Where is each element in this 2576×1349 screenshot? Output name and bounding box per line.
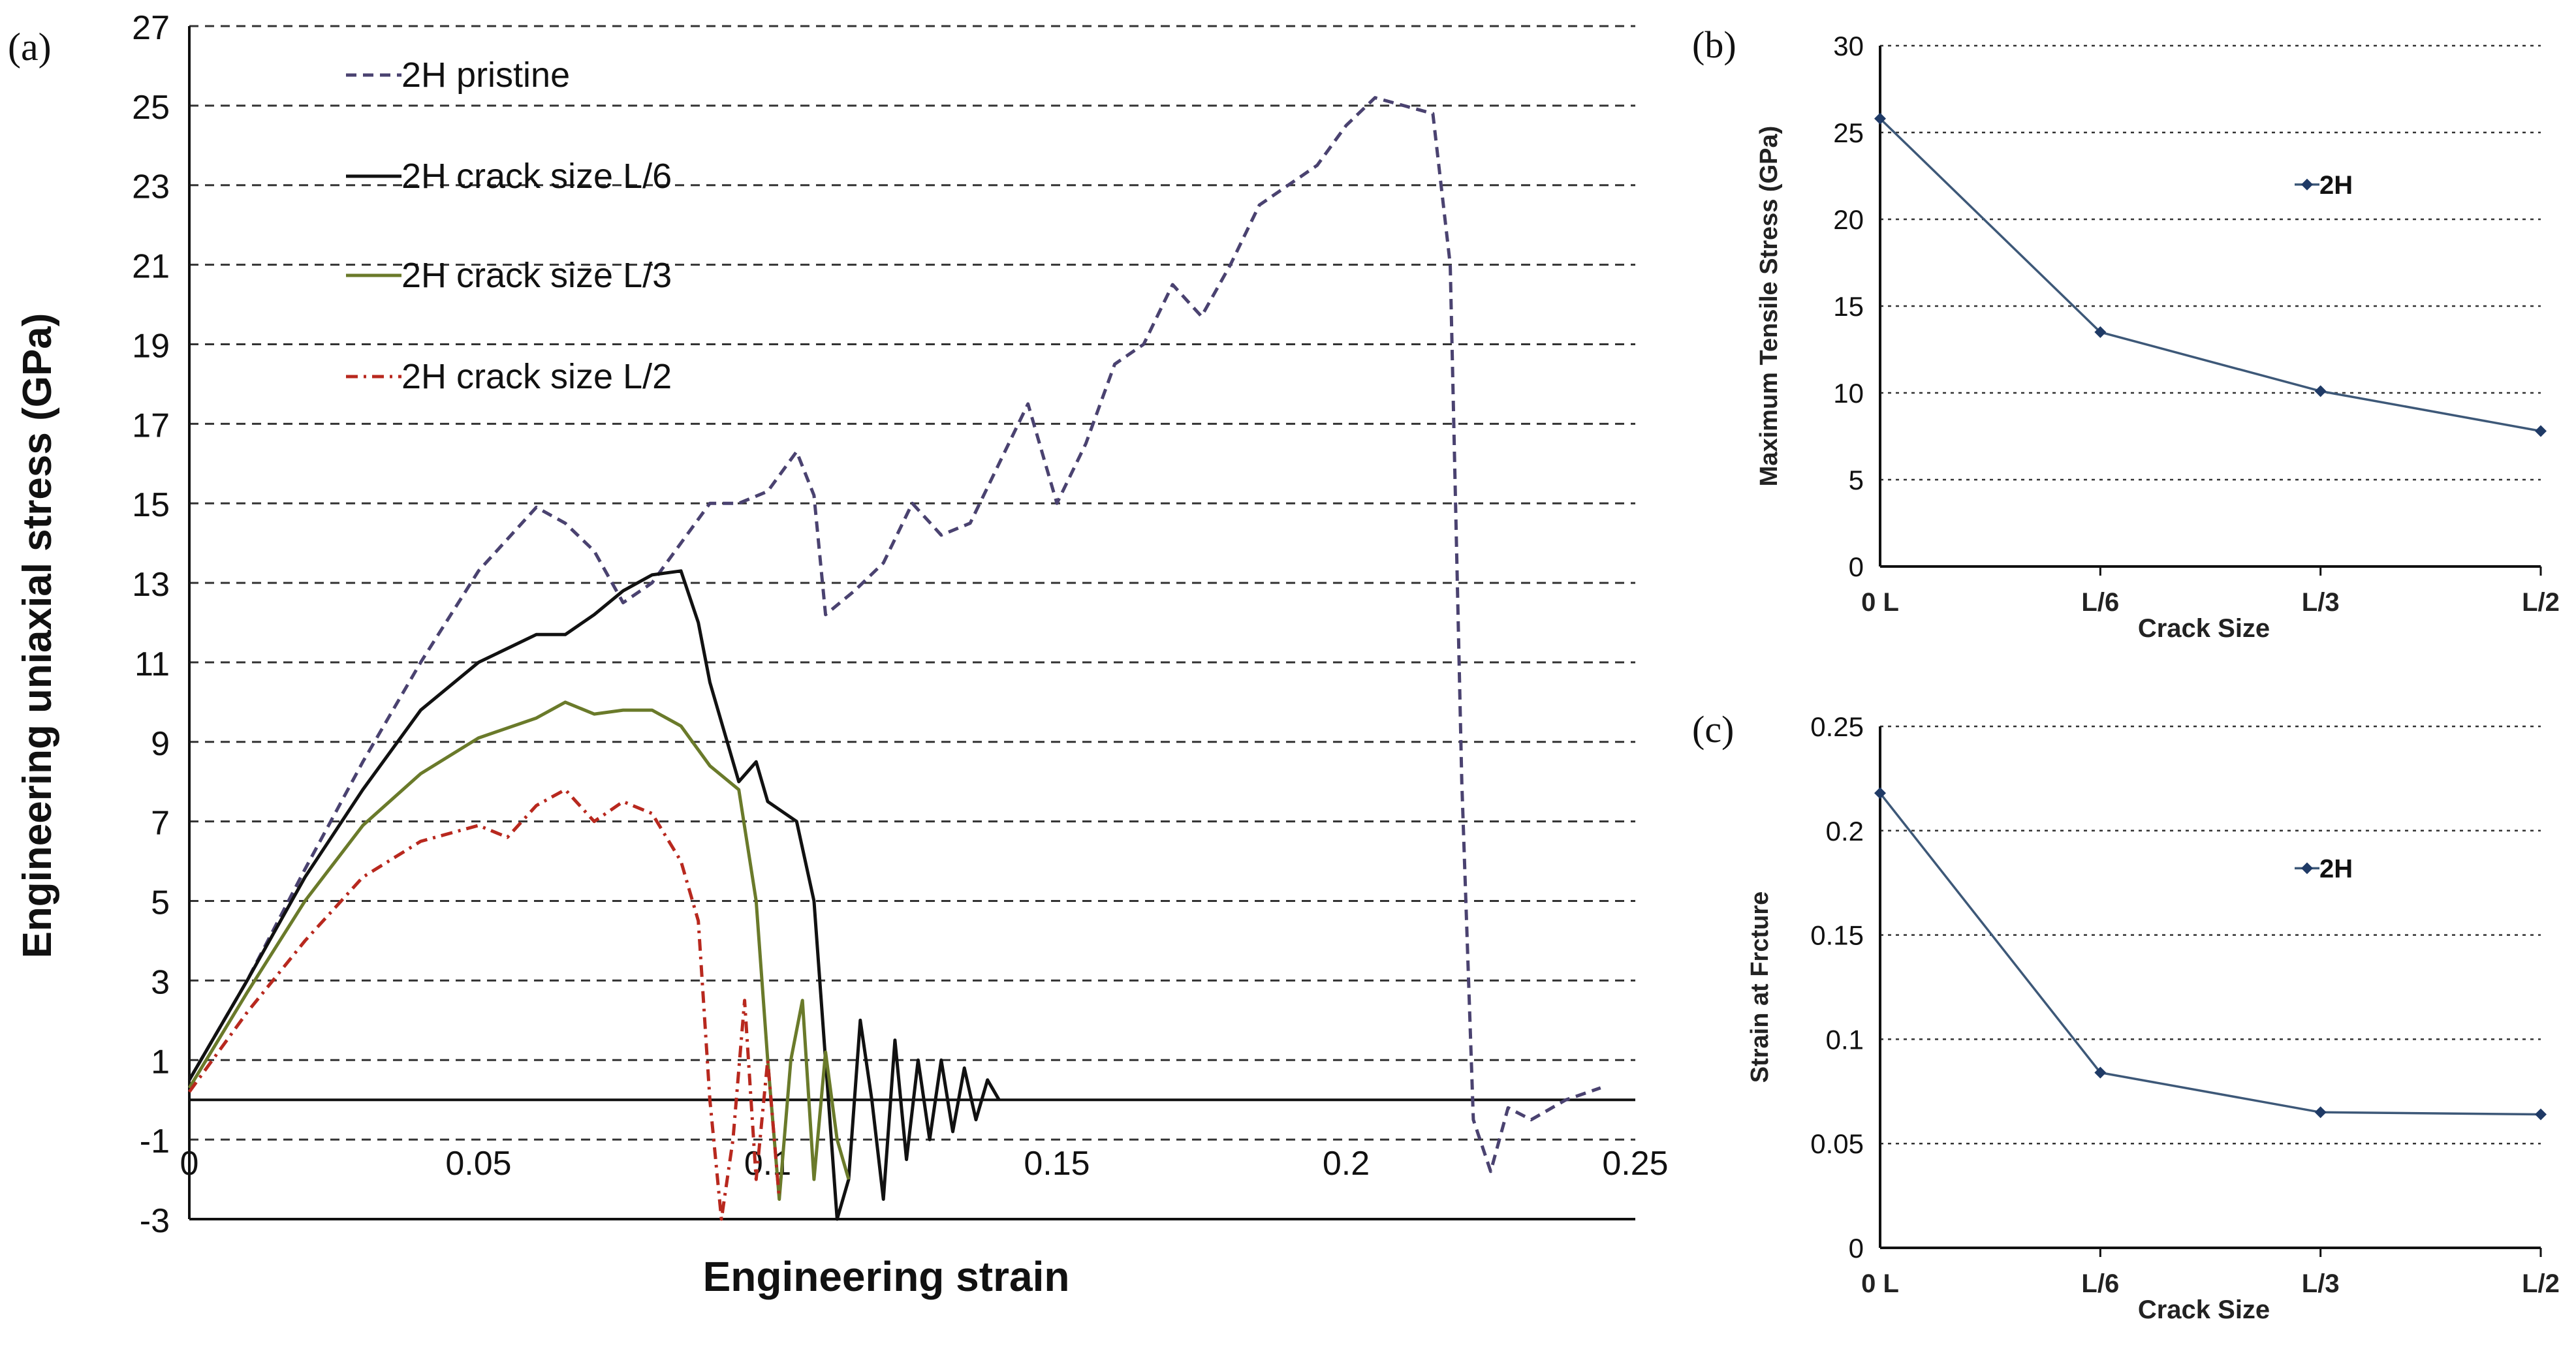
legend-label: 2H pristine xyxy=(401,55,570,95)
y-tick-label: 19 xyxy=(132,327,170,365)
y-tick-label: 10 xyxy=(1833,378,1864,409)
data-point xyxy=(2094,1066,2107,1079)
series-line xyxy=(1879,792,2541,1116)
legend-marker xyxy=(2301,178,2313,191)
x-tick-label: L/3 xyxy=(2302,1269,2340,1298)
x-axis-title: Crack Size xyxy=(2138,1295,2270,1324)
y-tick-label: 9 xyxy=(151,725,170,763)
y-tick-label: 0.1 xyxy=(1826,1024,1864,1055)
x-tick-label: 0.15 xyxy=(1024,1145,1090,1183)
series-line xyxy=(187,700,851,1201)
x-tick-label: L/3 xyxy=(2302,588,2340,617)
y-tick-label: 0 xyxy=(1849,551,1864,582)
data-point xyxy=(1874,112,1886,125)
y-tick-label: 25 xyxy=(132,89,170,127)
x-tick-label: L/2 xyxy=(2522,1269,2560,1298)
x-tick-label: 0 L xyxy=(1861,588,1899,617)
x-tick-label: 0.05 xyxy=(445,1145,511,1183)
y-tick-label: -3 xyxy=(140,1202,170,1240)
series-line xyxy=(187,788,781,1221)
y-tick-label: -1 xyxy=(140,1123,170,1160)
y-tick-label: 17 xyxy=(132,407,170,444)
y-tick-label: 21 xyxy=(132,248,170,286)
panel-label: (c) xyxy=(1692,708,1734,751)
series-line xyxy=(1879,117,2541,433)
legend-label: 2H xyxy=(2319,854,2353,883)
data-point xyxy=(1874,787,1886,799)
y-axis-title: Strain at Frcture xyxy=(1746,892,1774,1083)
y-tick-label: 5 xyxy=(1849,465,1864,495)
legend-label: 2H xyxy=(2319,171,2353,200)
data-point xyxy=(2314,385,2327,397)
y-tick-label: 0.2 xyxy=(1826,816,1864,846)
y-tick-label: 13 xyxy=(132,566,170,604)
y-tick-label: 1 xyxy=(151,1043,170,1081)
y-tick-label: 27 xyxy=(132,9,170,47)
y-tick-label: 0.15 xyxy=(1810,920,1864,951)
data-point xyxy=(2535,1108,2547,1121)
y-tick-label: 15 xyxy=(132,486,170,524)
x-axis-title: Crack Size xyxy=(2138,614,2270,643)
y-tick-label: 25 xyxy=(1833,117,1864,148)
x-tick-label: L/2 xyxy=(2522,588,2560,617)
y-tick-label: 5 xyxy=(151,884,170,922)
legend-label: 2H crack size L/3 xyxy=(401,256,672,295)
y-tick-label: 15 xyxy=(1833,291,1864,322)
panel-b: (b) 0 5 10 15 20 25 30 0 L L/6 L/3 L/2 Crack Size Max… xyxy=(1692,23,2560,643)
data-point xyxy=(2535,425,2547,437)
x-tick-label: L/6 xyxy=(2081,1269,2119,1298)
panel-c: (c) 0 0.05 0.1 0.15 0.2 0.25 0 L L/6 L/3 L/2 Crack … xyxy=(1692,708,2560,1324)
x-tick-label: L/6 xyxy=(2081,588,2119,617)
y-axis-title: Maximum Tensile Stress (GPa) xyxy=(1755,126,1783,487)
panel-label: (b) xyxy=(1692,23,1736,66)
y-tick-label: 7 xyxy=(151,805,170,843)
y-tick-label: 3 xyxy=(151,963,170,1001)
panel-label: (a) xyxy=(8,25,52,69)
y-tick-label: 0.05 xyxy=(1810,1128,1864,1159)
y-axis-title: Engineering uniaxial stress (GPa) xyxy=(15,313,60,959)
x-tick-label: 0.25 xyxy=(1602,1145,1668,1183)
y-tick-label: 0.25 xyxy=(1810,711,1864,742)
x-axis-title: Engineering strain xyxy=(703,1253,1070,1300)
x-tick-label: 0.2 xyxy=(1323,1145,1370,1183)
y-tick-label: 30 xyxy=(1833,31,1864,61)
x-tick-label: 0 L xyxy=(1861,1269,1899,1298)
y-tick-label: 0 xyxy=(1849,1233,1864,1264)
data-point xyxy=(2094,326,2107,338)
y-tick-label: 20 xyxy=(1833,204,1864,235)
series-line xyxy=(187,96,1601,1173)
legend-label: 2H crack size L/2 xyxy=(401,357,672,396)
data-point xyxy=(2314,1106,2327,1119)
y-tick-label: 11 xyxy=(134,645,170,683)
series-line xyxy=(187,569,1001,1221)
y-tick-label: 23 xyxy=(132,168,170,206)
x-tick-label: 0 xyxy=(180,1145,199,1183)
legend-label: 2H crack size L/6 xyxy=(401,157,672,196)
legend-marker xyxy=(2301,862,2313,875)
